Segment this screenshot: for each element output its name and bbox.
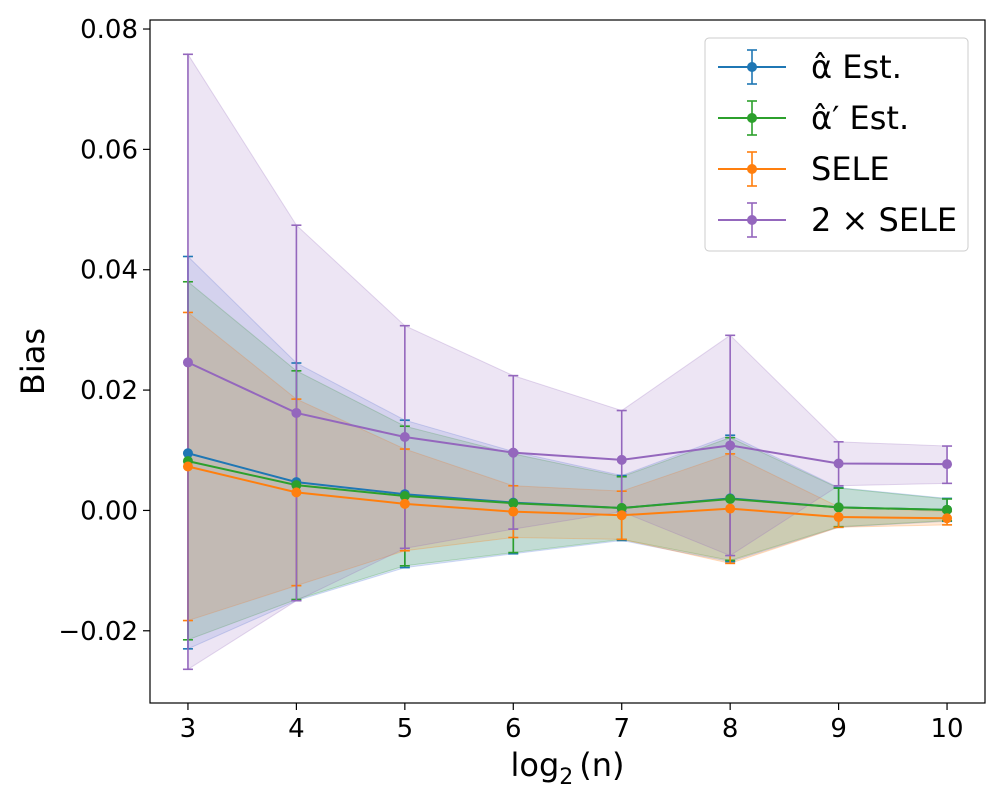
x-tick-label: 10	[930, 714, 963, 744]
y-tick-label: 0.08	[80, 15, 138, 45]
sele-point	[291, 487, 302, 498]
y-tick-label: 0.06	[80, 135, 138, 165]
sele-point	[182, 461, 193, 472]
2x-sele-point	[182, 357, 193, 368]
sele-point	[942, 513, 953, 524]
alpha-hat-prime-point	[942, 504, 953, 515]
y-tick-label: 0.04	[80, 256, 138, 286]
y-tick-label: 0.02	[80, 376, 138, 406]
x-tick-label: 5	[397, 714, 414, 744]
x-tick-label: 3	[180, 714, 197, 744]
legend-label: SELE	[811, 150, 890, 188]
plot-frame	[149, 19, 986, 704]
alpha-hat-prime-point	[399, 490, 410, 501]
alpha-hat-prime-line	[187, 460, 948, 511]
legend-item-alpha-hat-prime: α̂′ Est.	[718, 99, 909, 137]
legend-label: 2 × SELE	[811, 201, 957, 239]
y-axis-title: Bias	[14, 328, 52, 395]
2x-sele-point	[942, 459, 953, 470]
x-tick-label: 9	[830, 714, 847, 744]
y-tick-label: −0.02	[58, 617, 138, 647]
legend-box	[704, 37, 969, 252]
sele-line	[187, 465, 948, 520]
x-tick-label: 8	[722, 714, 739, 744]
alpha-hat-point	[182, 448, 193, 459]
alpha-hat-prime-point	[833, 502, 844, 513]
legend-item-alpha-hat: α̂ Est.	[718, 48, 902, 86]
x-tick-label: 7	[613, 714, 630, 744]
alpha-hat-prime-point	[291, 480, 302, 491]
2x-sele-point	[616, 454, 627, 465]
sele-point	[833, 512, 844, 523]
sele-point	[725, 503, 736, 514]
alpha-hat-prime-point	[725, 494, 736, 505]
x-axis-title-base: log	[510, 746, 559, 784]
x-axis-title-argument: (n)	[579, 746, 624, 784]
legend-items: α̂ Est. α̂′ Est. SELE 2 × SELE	[718, 48, 957, 239]
legend-item-sele: SELE	[718, 150, 890, 188]
legend-item-2x-sele: 2 × SELE	[718, 201, 957, 239]
legend-label: α̂′ Est.	[811, 99, 909, 137]
legend-marker-swatch	[747, 164, 757, 174]
2x-sele-point	[508, 447, 519, 458]
x-axis: 3 4 5 6 7 8 9 10	[180, 703, 964, 744]
series-markers	[182, 357, 953, 524]
alpha-hat-prime-point	[616, 503, 627, 514]
sele-point	[616, 510, 627, 521]
2x-sele-line	[187, 361, 948, 466]
2x-sele-point	[725, 440, 736, 451]
legend: α̂ Est. α̂′ Est. SELE 2 × SELE	[704, 37, 969, 252]
legend-marker-swatch	[747, 62, 757, 72]
series-lines	[187, 361, 948, 520]
alpha-hat-prime-point	[508, 498, 519, 509]
sele-point	[508, 506, 519, 517]
x-tick-label: 4	[288, 714, 305, 744]
y-tick-label: 0.00	[80, 496, 138, 526]
2x-sele-point	[399, 432, 410, 443]
y-axis: −0.02 0.00 0.02 0.04 0.06 0.08	[58, 15, 150, 647]
legend-marker-swatch	[747, 113, 757, 123]
x-axis-title-subscript: 2	[559, 765, 573, 790]
2x-sele-point	[833, 458, 844, 469]
sele-point	[399, 498, 410, 509]
legend-label: α̂ Est.	[811, 48, 902, 86]
x-tick-label: 6	[505, 714, 522, 744]
x-axis-title: log2 (n)	[510, 746, 624, 790]
legend-marker-swatch	[747, 215, 757, 225]
2x-sele-point	[291, 407, 302, 418]
